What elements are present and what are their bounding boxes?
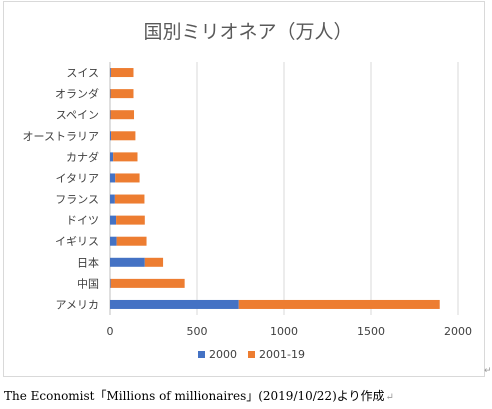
bar-segment-2000: [110, 236, 117, 246]
x-tick-label-1000: 1000: [270, 325, 298, 338]
bar-segment-2000: [110, 299, 239, 309]
frame-mark-icon: ↵: [484, 366, 492, 376]
legend-label: 2001-19: [259, 348, 305, 361]
bar-segment-2000: [110, 173, 116, 183]
bar-segment-2001-19: [110, 68, 134, 78]
category-label: オランダ: [55, 87, 99, 101]
bar-segment-2001-19: [111, 131, 136, 141]
x-tick-label-1500: 1500: [357, 325, 385, 338]
chart-title: 国別ミリオネア（万人）: [143, 21, 352, 43]
bar-segment-2000: [110, 257, 145, 267]
bar-segment-2000: [110, 89, 111, 99]
x-tick-label-2000: 2000: [444, 325, 472, 338]
bar-segment-2000: [110, 215, 117, 225]
bar-segment-2000: [110, 152, 114, 162]
bar-segment-2001-19: [110, 89, 134, 99]
category-label: イギリス: [55, 235, 99, 248]
source-note-text: The Economist「Millions of millionaires」(…: [4, 389, 385, 403]
x-tick-label-500: 500: [187, 325, 208, 338]
category-label: アメリカ: [56, 298, 99, 311]
bar-segment-2000: [110, 131, 112, 141]
bar-segment-2001-19: [113, 152, 138, 162]
category-label: ドイツ: [66, 214, 99, 227]
bar-segment-2000: [110, 68, 111, 78]
legend-swatch: [248, 351, 255, 358]
source-note: The Economist「Millions of millionaires」(…: [4, 387, 394, 404]
bar-segment-2001-19: [115, 173, 140, 183]
category-label: イタリア: [55, 172, 99, 185]
bar-segment-2001-19: [238, 299, 440, 309]
bar-segment-2001-19: [114, 194, 145, 204]
chart-svg: 国別ミリオネア（万人） スイスオランダスペインオーストラリアカナダイタリアフラン…: [23, 21, 473, 361]
bar-segment-2001-19: [116, 215, 145, 225]
category-label: スペイン: [56, 109, 99, 122]
legend-label: 2000: [209, 348, 237, 361]
bar-segment-2001-19: [110, 110, 135, 120]
chart-frame: 国別ミリオネア（万人） スイスオランダスペインオーストラリアカナダイタリアフラン…: [3, 1, 485, 377]
legend: 2000 2001-19: [198, 348, 305, 361]
legend-swatch: [198, 351, 205, 358]
bars: [110, 68, 440, 309]
category-label: スイス: [66, 67, 99, 80]
paragraph-mark-icon: ↵: [385, 392, 394, 403]
x-tick-labels: 0 500 1000 1500 2000: [107, 325, 473, 338]
gridlines: [109, 62, 459, 315]
x-tick-label-0: 0: [107, 325, 114, 338]
bar-segment-2001-19: [116, 236, 147, 246]
bar-segment-2000: [110, 278, 111, 288]
category-labels: スイスオランダスペインオーストラリアカナダイタリアフランスドイツイギリス日本中国…: [23, 67, 99, 312]
category-label: カナダ: [66, 150, 99, 164]
bar-segment-2000: [110, 110, 111, 120]
bar-segment-2000: [110, 194, 115, 204]
bar-segment-2001-19: [110, 278, 185, 288]
category-label: 日本: [77, 255, 99, 269]
bar-segment-2001-19: [144, 257, 164, 267]
category-label: フランス: [55, 193, 99, 206]
category-label: 中国: [77, 277, 99, 290]
category-label: オーストラリア: [23, 130, 99, 143]
